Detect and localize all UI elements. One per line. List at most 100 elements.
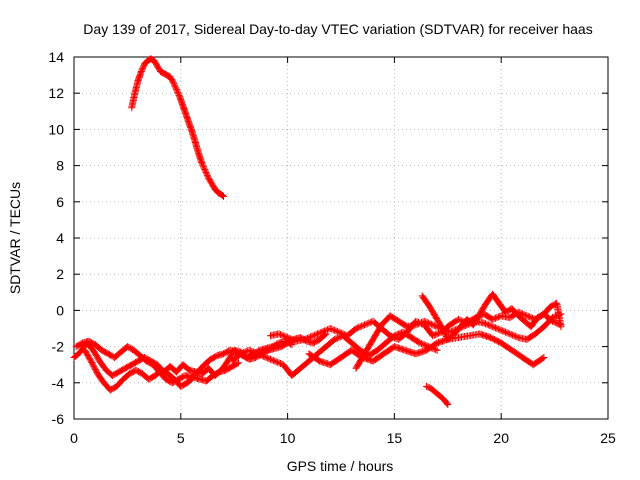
data-point <box>273 360 276 362</box>
data-point <box>536 316 539 319</box>
data-point <box>489 336 492 339</box>
data-point <box>278 342 280 344</box>
data-point <box>517 336 520 339</box>
data-point <box>156 363 159 366</box>
data-point <box>154 374 156 377</box>
data-point <box>543 325 545 328</box>
y-axis: -6 -4 -2 0 2 4 6 8 10 12 14 <box>48 49 608 427</box>
data-point <box>135 369 137 371</box>
data-point <box>239 353 242 355</box>
data-point <box>194 143 197 145</box>
data-point <box>472 324 475 326</box>
data-point <box>94 343 97 346</box>
data-point <box>222 195 225 198</box>
data-point <box>186 382 189 384</box>
data-point <box>312 342 315 344</box>
data-point <box>543 356 545 359</box>
data-point <box>153 59 155 62</box>
series-arc-4 <box>228 328 441 380</box>
data-point <box>96 372 99 375</box>
data-point <box>449 324 451 326</box>
data-point <box>367 354 370 357</box>
data-point <box>333 338 336 341</box>
data-point <box>511 349 513 352</box>
data-point <box>511 307 513 310</box>
data-point <box>278 333 280 335</box>
data-point <box>177 378 180 380</box>
data-point <box>172 81 175 84</box>
x-tick-label: 0 <box>70 430 78 446</box>
data-point <box>560 325 562 328</box>
y-tick-label: -6 <box>52 411 65 427</box>
data-point <box>534 333 537 335</box>
data-point <box>526 338 528 341</box>
data-point <box>103 382 105 384</box>
data-point <box>152 363 154 366</box>
data-point <box>316 353 319 355</box>
data-point <box>318 338 321 341</box>
data-point <box>226 360 229 362</box>
data-point <box>201 372 203 375</box>
data-point <box>397 338 400 341</box>
data-point <box>143 63 146 66</box>
data-point <box>410 336 413 339</box>
data-point <box>171 382 174 384</box>
data-point <box>429 387 432 390</box>
data-point <box>282 363 285 366</box>
data-point <box>406 331 409 333</box>
data-point <box>308 360 310 362</box>
data-point <box>376 349 379 352</box>
data-point <box>273 347 276 350</box>
data-marks <box>70 55 565 408</box>
data-point <box>188 123 191 125</box>
y-tick-label: 2 <box>56 266 64 282</box>
x-tick-label: 5 <box>177 430 185 446</box>
data-point <box>491 293 494 295</box>
data-point <box>182 363 184 366</box>
data-point <box>291 374 293 377</box>
data-point <box>124 367 127 370</box>
data-point <box>254 356 257 359</box>
data-point <box>130 106 133 109</box>
data-point <box>122 378 124 380</box>
data-point <box>479 333 481 335</box>
data-point <box>197 371 199 373</box>
data-point <box>167 372 169 375</box>
data-point <box>229 349 231 352</box>
data-point <box>551 316 554 319</box>
data-point <box>265 356 268 359</box>
data-point <box>178 96 181 98</box>
data-point <box>203 363 206 366</box>
data-point <box>175 371 178 373</box>
data-point <box>436 349 438 352</box>
data-point <box>329 363 332 366</box>
data-point <box>248 349 250 352</box>
data-point <box>224 369 227 371</box>
data-point <box>421 295 423 297</box>
data-point <box>75 345 77 348</box>
data-point <box>105 369 107 371</box>
data-point <box>457 318 460 321</box>
data-point <box>389 315 391 317</box>
data-point <box>192 376 195 379</box>
data-point <box>209 358 212 361</box>
data-point <box>156 65 159 67</box>
data-point <box>109 389 112 391</box>
data-point <box>434 391 436 393</box>
data-point <box>504 311 507 314</box>
data-point <box>340 356 342 359</box>
data-point <box>508 316 511 319</box>
y-tick-label: 14 <box>48 49 64 65</box>
x-axis: 0 5 10 15 20 25 <box>70 57 616 446</box>
series-arc-3 <box>81 346 242 394</box>
data-point <box>468 334 470 337</box>
data-point <box>173 378 176 380</box>
data-point <box>83 349 86 352</box>
data-point <box>199 378 201 380</box>
data-point <box>312 334 315 337</box>
data-point <box>134 92 136 94</box>
data-point <box>363 353 366 355</box>
data-point <box>120 351 122 353</box>
y-tick-label: -2 <box>52 339 65 355</box>
data-point <box>166 74 168 76</box>
